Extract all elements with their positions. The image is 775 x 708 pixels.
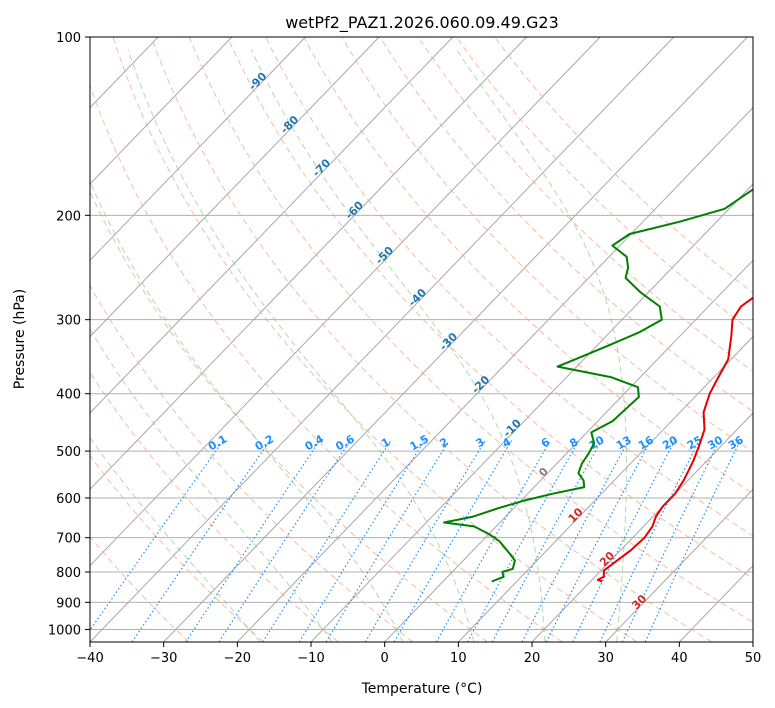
moist-adiabat xyxy=(90,180,404,642)
isotherm-line xyxy=(90,37,233,185)
y-tick-label: 600 xyxy=(56,492,81,507)
moist-adiabat xyxy=(90,328,333,642)
x-tick-label: −30 xyxy=(150,651,177,666)
isotherm-line xyxy=(605,488,753,642)
dry-adiabat xyxy=(90,84,563,642)
x-tick-label: −10 xyxy=(297,651,324,666)
moist-adiabat xyxy=(127,49,475,642)
mixing-ratio-line xyxy=(364,440,486,642)
mixing-ratio-line xyxy=(262,440,392,642)
y-tick-label: 1000 xyxy=(48,623,81,638)
x-tick-label: 40 xyxy=(671,651,688,666)
dry-adiabat xyxy=(90,284,414,642)
dry-adiabat xyxy=(112,37,638,642)
y-axis-title: Pressure (hPa) xyxy=(12,289,28,389)
mixing-ratio-line xyxy=(298,440,425,642)
mixing-ratio-line xyxy=(572,440,676,642)
isotherm-line xyxy=(457,335,753,642)
moist-adiabat xyxy=(90,437,261,642)
isotherm-line xyxy=(163,37,748,642)
dry-adiabat xyxy=(90,454,264,642)
y-tick-label: 500 xyxy=(56,445,81,460)
dry-adiabat xyxy=(188,37,753,623)
dry-adiabat xyxy=(455,37,753,333)
dry-adiabat xyxy=(90,371,339,642)
y-tick-label: 400 xyxy=(56,388,81,403)
isotherm-line xyxy=(90,37,601,567)
mixing-ratio-line xyxy=(185,440,321,642)
x-axis: −40 −30 −20 −10 0 10 20 30 40 50 xyxy=(76,642,761,666)
moist-adiabat xyxy=(456,49,627,642)
isotherm-line xyxy=(90,37,380,338)
x-tick-label: 10 xyxy=(450,651,467,666)
y-tick-label: 700 xyxy=(56,532,81,547)
x-tick-label: −40 xyxy=(76,651,103,666)
temperature-profile-line xyxy=(596,296,753,583)
plot-frame xyxy=(89,36,754,643)
moist-adiabat xyxy=(250,49,546,642)
mixing-ratio-line xyxy=(393,440,513,642)
isotherm-line xyxy=(90,37,527,491)
mixing-ratio-line xyxy=(599,440,700,642)
x-tick-label: −20 xyxy=(224,651,251,666)
isotherm-line xyxy=(384,259,753,642)
chart-title: wetPf2_PAZ1.2026.060.09.49.G23 xyxy=(285,13,559,33)
x-tick-label: 0 xyxy=(381,651,389,666)
y-tick-label: 900 xyxy=(56,596,81,611)
dry-adiabat xyxy=(90,190,488,642)
y-axis: 100 200 300 400 500 600 700 800 900 1000 xyxy=(48,31,90,638)
x-tick-label: 30 xyxy=(597,651,614,666)
isotherm-line xyxy=(236,106,753,642)
x-tick-label: 50 xyxy=(745,651,762,666)
dewpoint-profile-line xyxy=(443,188,753,583)
mixing-ratio-line xyxy=(218,440,351,642)
isotherm-line xyxy=(531,412,753,642)
mixing-ratio-line xyxy=(435,440,551,642)
mixing-ratio-line xyxy=(325,440,450,642)
y-tick-label: 200 xyxy=(56,209,81,224)
y-tick-label: 800 xyxy=(56,566,81,581)
mixing-ratio-line xyxy=(90,440,224,632)
mixing-ratio-line xyxy=(491,440,602,642)
x-tick-label: 20 xyxy=(524,651,541,666)
y-tick-label: 100 xyxy=(56,31,81,46)
mixing-ratio-line xyxy=(466,440,580,642)
isotherm-line xyxy=(90,37,454,414)
x-axis-title: Temperature (°C) xyxy=(361,681,483,697)
dry-adiabat xyxy=(494,37,753,294)
isotherm-line xyxy=(90,37,675,642)
y-tick-label: 300 xyxy=(56,314,81,329)
isotherm-line xyxy=(90,37,306,262)
